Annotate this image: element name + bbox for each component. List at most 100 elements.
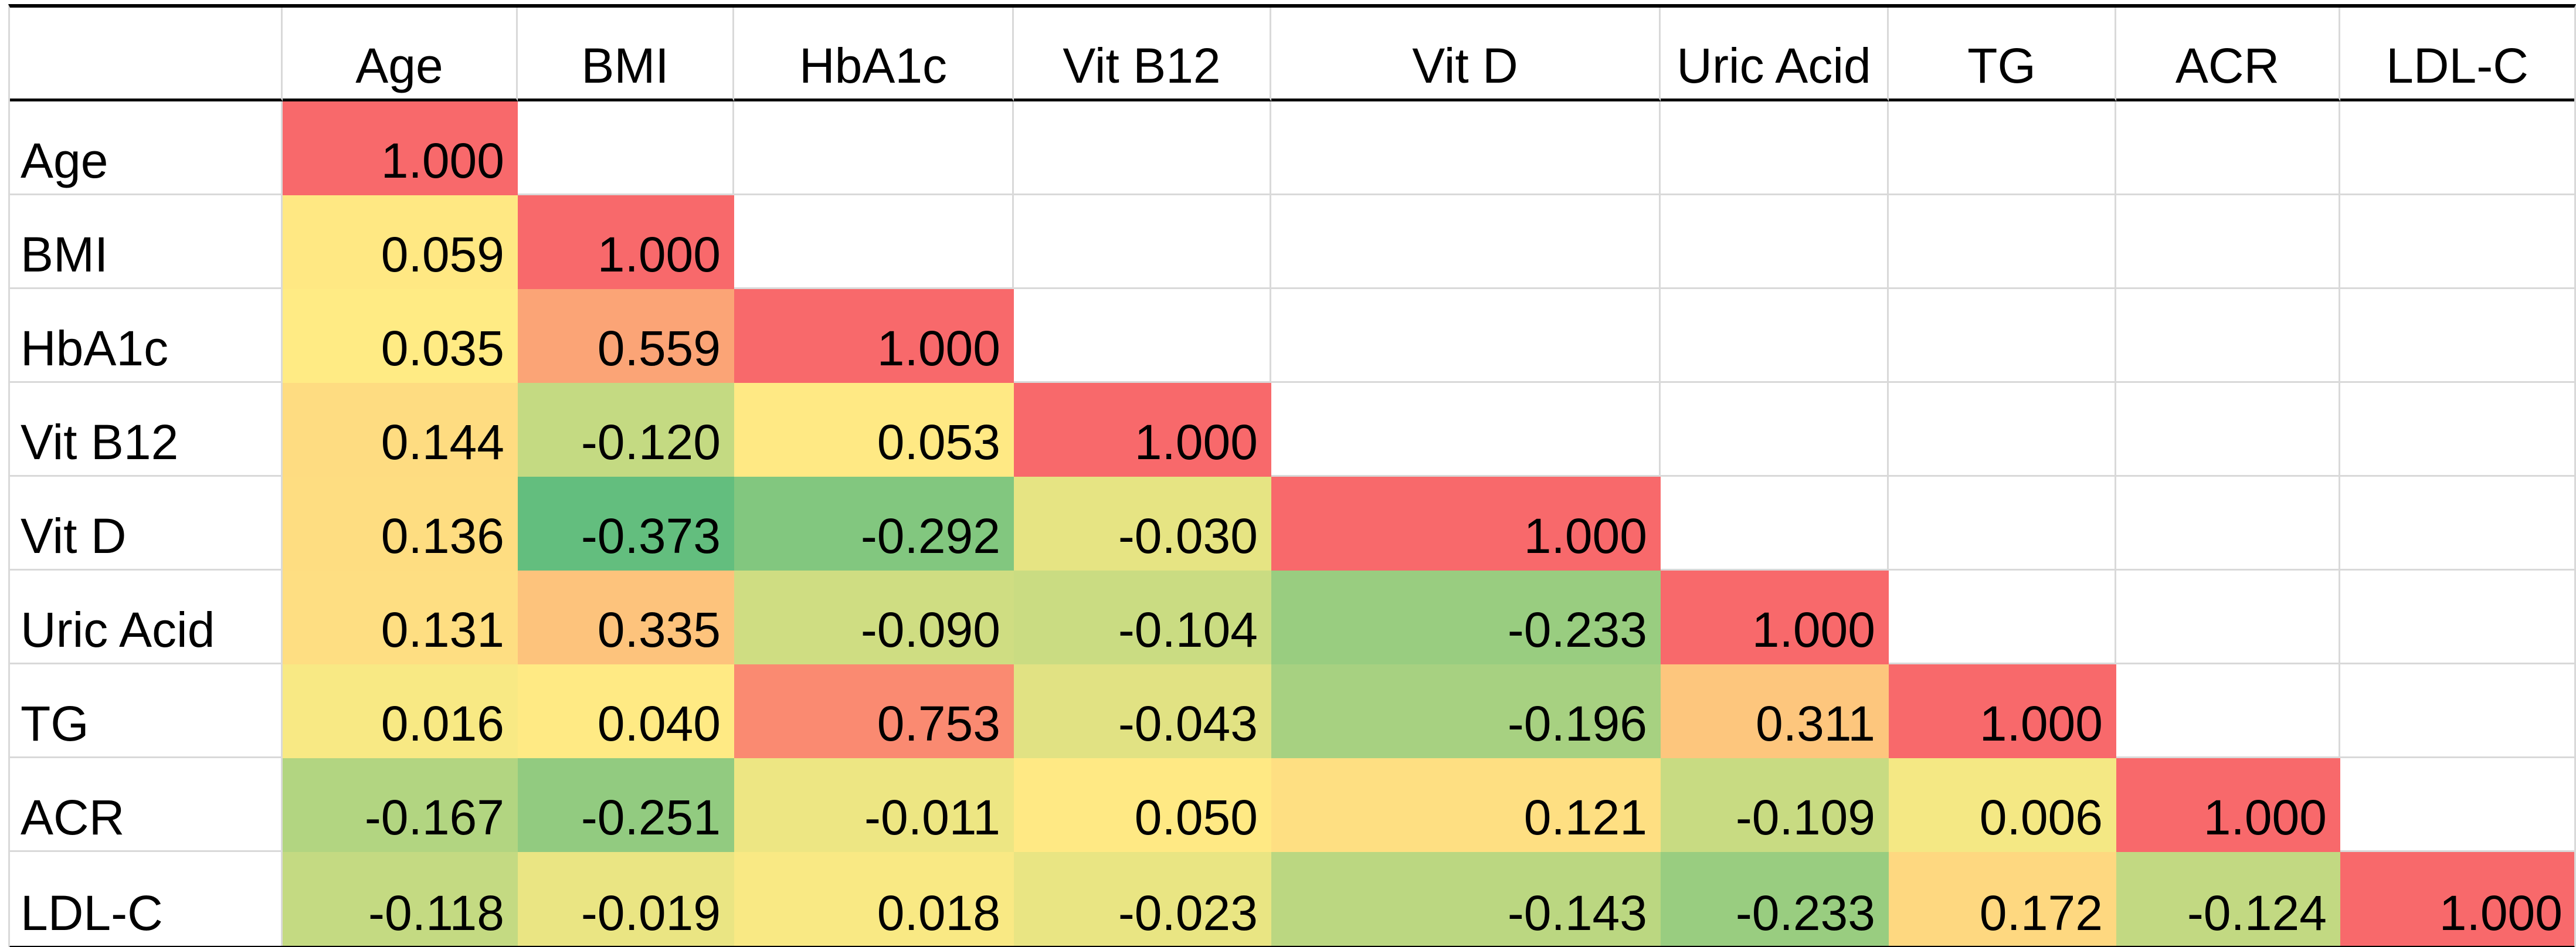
matrix-cell-vit-b12-age: 0.144 [283, 383, 518, 477]
empty-cell [1661, 289, 1889, 383]
matrix-cell-vit-b12-bmi: -0.120 [518, 383, 734, 477]
matrix-cell-ldl-c-age: -0.118 [283, 852, 518, 946]
matrix-cell-hba1c-age: 0.035 [283, 289, 518, 383]
matrix-cell-bmi-age: 0.059 [283, 195, 518, 289]
matrix-cell-vit-d-bmi: -0.373 [518, 477, 734, 571]
col-header-uric-acid: Uric Acid [1661, 8, 1889, 101]
col-header-bmi: BMI [518, 8, 734, 101]
empty-cell [734, 195, 1014, 289]
col-header-hba1c: HbA1c [734, 8, 1014, 101]
matrix-cell-vit-d-vit-d: 1.000 [1271, 477, 1661, 571]
matrix-cell-ldl-c-hba1c: 0.018 [734, 852, 1014, 946]
matrix-cell-hba1c-bmi: 0.559 [518, 289, 734, 383]
matrix-cell-tg-vit-d: -0.196 [1271, 664, 1661, 758]
col-header-vit-b12: Vit B12 [1014, 8, 1271, 101]
row-label-hba1c: HbA1c [10, 289, 283, 383]
empty-cell [2340, 383, 2574, 477]
empty-cell [1889, 195, 2116, 289]
matrix-cell-age-age: 1.000 [283, 101, 518, 195]
matrix-cell-vit-b12-vit-b12: 1.000 [1014, 383, 1271, 477]
matrix-cell-acr-bmi: -0.251 [518, 758, 734, 852]
empty-cell [1889, 101, 2116, 195]
matrix-cell-acr-age: -0.167 [283, 758, 518, 852]
matrix-cell-tg-vit-b12: -0.043 [1014, 664, 1271, 758]
col-header-vit-d: Vit D [1271, 8, 1661, 101]
row-label-ldl-c: LDL-C [10, 852, 283, 946]
matrix-cell-ldl-c-uric-acid: -0.233 [1661, 852, 1889, 946]
correlation-matrix-grid: Age BMI HbA1c Vit B12 Vit D Uric Acid TG ACR LDL… [10, 8, 2574, 946]
row-label-age: Age [10, 101, 283, 195]
empty-cell [2116, 383, 2340, 477]
empty-cell [1014, 289, 1271, 383]
matrix-cell-bmi-bmi: 1.000 [518, 195, 734, 289]
empty-cell [2340, 664, 2574, 758]
row-label-vit-d: Vit D [10, 477, 283, 571]
empty-cell [1889, 289, 2116, 383]
col-header-tg: TG [1889, 8, 2116, 101]
matrix-cell-acr-tg: 0.006 [1889, 758, 2116, 852]
empty-cell [1271, 101, 1661, 195]
empty-cell [2116, 664, 2340, 758]
empty-cell [1271, 289, 1661, 383]
empty-cell [1661, 477, 1889, 571]
empty-cell [2116, 289, 2340, 383]
matrix-cell-acr-acr: 1.000 [2116, 758, 2340, 852]
matrix-cell-acr-uric-acid: -0.109 [1661, 758, 1889, 852]
matrix-cell-tg-tg: 1.000 [1889, 664, 2116, 758]
matrix-cell-acr-vit-b12: 0.050 [1014, 758, 1271, 852]
empty-cell [2340, 195, 2574, 289]
matrix-cell-ldl-c-ldl-c: 1.000 [2340, 852, 2574, 946]
empty-cell [2340, 758, 2574, 852]
empty-cell [2116, 477, 2340, 571]
matrix-cell-uric-acid-vit-b12: -0.104 [1014, 571, 1271, 664]
matrix-cell-uric-acid-age: 0.131 [283, 571, 518, 664]
matrix-cell-acr-vit-d: 0.121 [1271, 758, 1661, 852]
empty-cell [1014, 101, 1271, 195]
empty-cell [1889, 571, 2116, 664]
matrix-cell-ldl-c-vit-d: -0.143 [1271, 852, 1661, 946]
matrix-cell-ldl-c-vit-b12: -0.023 [1014, 852, 1271, 946]
matrix-cell-ldl-c-acr: -0.124 [2116, 852, 2340, 946]
empty-cell [1889, 383, 2116, 477]
matrix-cell-uric-acid-bmi: 0.335 [518, 571, 734, 664]
corner-cell [10, 8, 283, 101]
empty-cell [734, 101, 1014, 195]
empty-cell [1661, 195, 1889, 289]
matrix-cell-hba1c-hba1c: 1.000 [734, 289, 1014, 383]
row-label-tg: TG [10, 664, 283, 758]
matrix-cell-tg-uric-acid: 0.311 [1661, 664, 1889, 758]
matrix-cell-vit-d-hba1c: -0.292 [734, 477, 1014, 571]
empty-cell [1661, 383, 1889, 477]
matrix-cell-uric-acid-hba1c: -0.090 [734, 571, 1014, 664]
col-header-acr: ACR [2116, 8, 2340, 101]
matrix-cell-acr-hba1c: -0.011 [734, 758, 1014, 852]
matrix-cell-vit-d-vit-b12: -0.030 [1014, 477, 1271, 571]
row-label-vit-b12: Vit B12 [10, 383, 283, 477]
matrix-cell-ldl-c-bmi: -0.019 [518, 852, 734, 946]
empty-cell [1661, 101, 1889, 195]
row-label-uric-acid: Uric Acid [10, 571, 283, 664]
correlation-matrix: Age BMI HbA1c Vit B12 Vit D Uric Acid TG ACR LDL… [8, 4, 2576, 947]
matrix-cell-vit-d-age: 0.136 [283, 477, 518, 571]
matrix-cell-tg-age: 0.016 [283, 664, 518, 758]
empty-cell [1271, 383, 1661, 477]
matrix-cell-ldl-c-tg: 0.172 [1889, 852, 2116, 946]
empty-cell [2340, 571, 2574, 664]
empty-cell [2116, 571, 2340, 664]
matrix-cell-uric-acid-vit-d: -0.233 [1271, 571, 1661, 664]
empty-cell [2340, 101, 2574, 195]
row-label-acr: ACR [10, 758, 283, 852]
empty-cell [2116, 101, 2340, 195]
empty-cell [1271, 195, 1661, 289]
empty-cell [1889, 477, 2116, 571]
row-label-bmi: BMI [10, 195, 283, 289]
empty-cell [1014, 195, 1271, 289]
matrix-cell-vit-b12-hba1c: 0.053 [734, 383, 1014, 477]
matrix-cell-tg-hba1c: 0.753 [734, 664, 1014, 758]
matrix-cell-uric-acid-uric-acid: 1.000 [1661, 571, 1889, 664]
col-header-ldl-c: LDL-C [2340, 8, 2574, 101]
empty-cell [2340, 289, 2574, 383]
matrix-cell-tg-bmi: 0.040 [518, 664, 734, 758]
empty-cell [2340, 477, 2574, 571]
